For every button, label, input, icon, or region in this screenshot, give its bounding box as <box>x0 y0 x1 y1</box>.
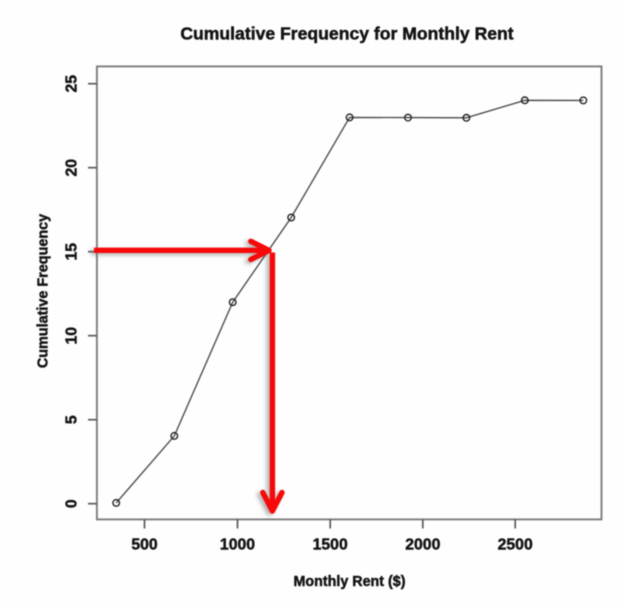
svg-text:15: 15 <box>64 243 81 261</box>
svg-text:20: 20 <box>64 159 81 177</box>
svg-text:2500: 2500 <box>498 537 533 554</box>
svg-text:Monthly Rent ($): Monthly Rent ($) <box>294 574 406 590</box>
svg-text:1500: 1500 <box>313 537 348 554</box>
svg-text:Cumulative Frequency for Month: Cumulative Frequency for Monthly Rent <box>180 24 513 44</box>
svg-text:25: 25 <box>64 75 81 93</box>
svg-text:0: 0 <box>64 499 81 508</box>
svg-text:Cumulative Frequency: Cumulative Frequency <box>36 214 52 368</box>
svg-text:10: 10 <box>64 327 81 345</box>
svg-text:500: 500 <box>131 537 158 554</box>
svg-text:1000: 1000 <box>220 537 255 554</box>
svg-text:2000: 2000 <box>405 537 440 554</box>
svg-text:5: 5 <box>64 415 81 424</box>
